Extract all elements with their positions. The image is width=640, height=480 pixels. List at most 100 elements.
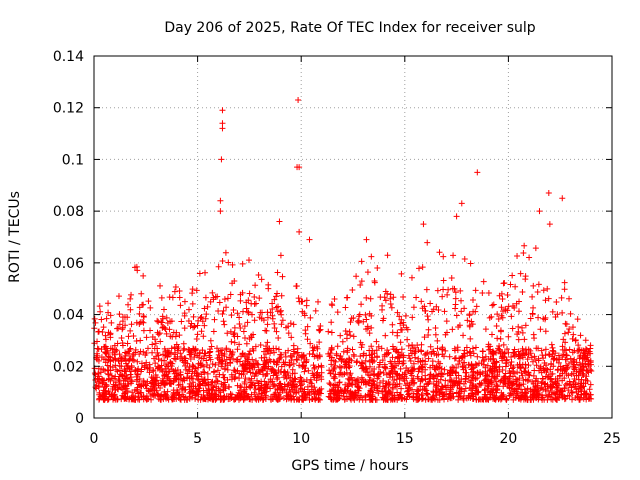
data-point — [286, 395, 293, 402]
data-point — [578, 391, 585, 398]
data-point — [582, 337, 589, 344]
data-point — [469, 297, 476, 304]
data-point — [306, 236, 313, 243]
data-point — [375, 364, 382, 371]
data-point — [331, 375, 338, 382]
data-point — [414, 373, 421, 380]
data-point — [182, 366, 189, 373]
data-point — [114, 368, 121, 375]
data-point — [402, 312, 409, 319]
y-tick-label: 0.12 — [53, 101, 84, 117]
data-point — [332, 362, 339, 369]
data-point — [521, 351, 528, 358]
data-point — [107, 377, 114, 384]
data-point — [497, 335, 504, 342]
data-point — [529, 358, 536, 365]
chart-title: Day 206 of 2025, Rate Of TEC Index for r… — [164, 20, 535, 36]
data-point — [542, 297, 549, 304]
data-point — [441, 308, 448, 315]
data-point — [363, 381, 370, 388]
data-point — [520, 392, 527, 399]
data-point — [405, 384, 412, 391]
data-point — [149, 341, 156, 348]
data-point — [362, 396, 369, 403]
data-point — [238, 371, 245, 378]
data-point — [535, 314, 542, 321]
data-point — [290, 321, 297, 328]
data-point — [274, 290, 281, 297]
data-point — [149, 333, 156, 340]
data-point — [419, 368, 426, 375]
data-point — [403, 396, 410, 403]
data-point — [236, 320, 243, 327]
data-point — [251, 317, 258, 324]
data-point — [555, 359, 562, 366]
data-point — [301, 368, 308, 375]
data-point — [210, 396, 217, 403]
data-point — [552, 350, 559, 357]
data-point — [349, 287, 356, 294]
data-point — [102, 350, 109, 357]
data-point — [234, 367, 241, 374]
data-point — [474, 169, 481, 176]
data-point — [369, 347, 376, 354]
data-point — [562, 366, 569, 373]
data-point — [238, 384, 245, 391]
data-point — [410, 304, 417, 311]
data-point — [191, 365, 198, 372]
data-point — [215, 348, 222, 355]
data-point — [239, 260, 246, 267]
data-point — [254, 360, 261, 367]
data-point — [404, 326, 411, 333]
data-point — [264, 384, 271, 391]
data-point — [504, 291, 511, 298]
data-point — [96, 303, 103, 310]
data-point — [501, 279, 508, 286]
data-point — [435, 358, 442, 365]
data-point — [203, 311, 210, 318]
data-point — [527, 350, 534, 357]
data-point — [447, 388, 454, 395]
data-point — [221, 366, 228, 373]
data-point — [382, 396, 389, 403]
data-point — [175, 382, 182, 389]
data-point — [258, 276, 265, 283]
data-point — [174, 345, 181, 352]
data-point — [95, 380, 102, 387]
data-point — [433, 352, 440, 359]
data-point — [259, 396, 266, 403]
data-point — [459, 364, 466, 371]
data-point — [374, 385, 381, 392]
data-point — [190, 324, 197, 331]
data-point — [435, 306, 442, 313]
data-point — [514, 253, 521, 260]
data-point — [447, 372, 454, 379]
data-point — [329, 302, 336, 309]
data-point — [448, 275, 455, 282]
data-point — [569, 324, 576, 331]
data-point — [526, 254, 533, 261]
data-point — [115, 293, 122, 300]
data-point — [415, 387, 422, 394]
data-point — [330, 357, 337, 364]
data-point — [241, 323, 248, 330]
data-point — [511, 304, 518, 311]
data-point — [501, 373, 508, 380]
data-point — [449, 326, 456, 333]
data-point — [554, 367, 561, 374]
data-point — [586, 395, 593, 402]
data-point — [373, 396, 380, 403]
data-point — [473, 303, 480, 310]
data-point — [397, 365, 404, 372]
data-point — [521, 368, 528, 375]
data-point — [140, 314, 147, 321]
data-point — [434, 287, 441, 294]
data-point — [293, 356, 300, 363]
data-point — [397, 339, 404, 346]
data-point — [152, 377, 159, 384]
data-point — [344, 331, 351, 338]
data-point — [357, 353, 364, 360]
data-point — [212, 361, 219, 368]
data-point — [234, 346, 241, 353]
data-point — [227, 291, 234, 298]
